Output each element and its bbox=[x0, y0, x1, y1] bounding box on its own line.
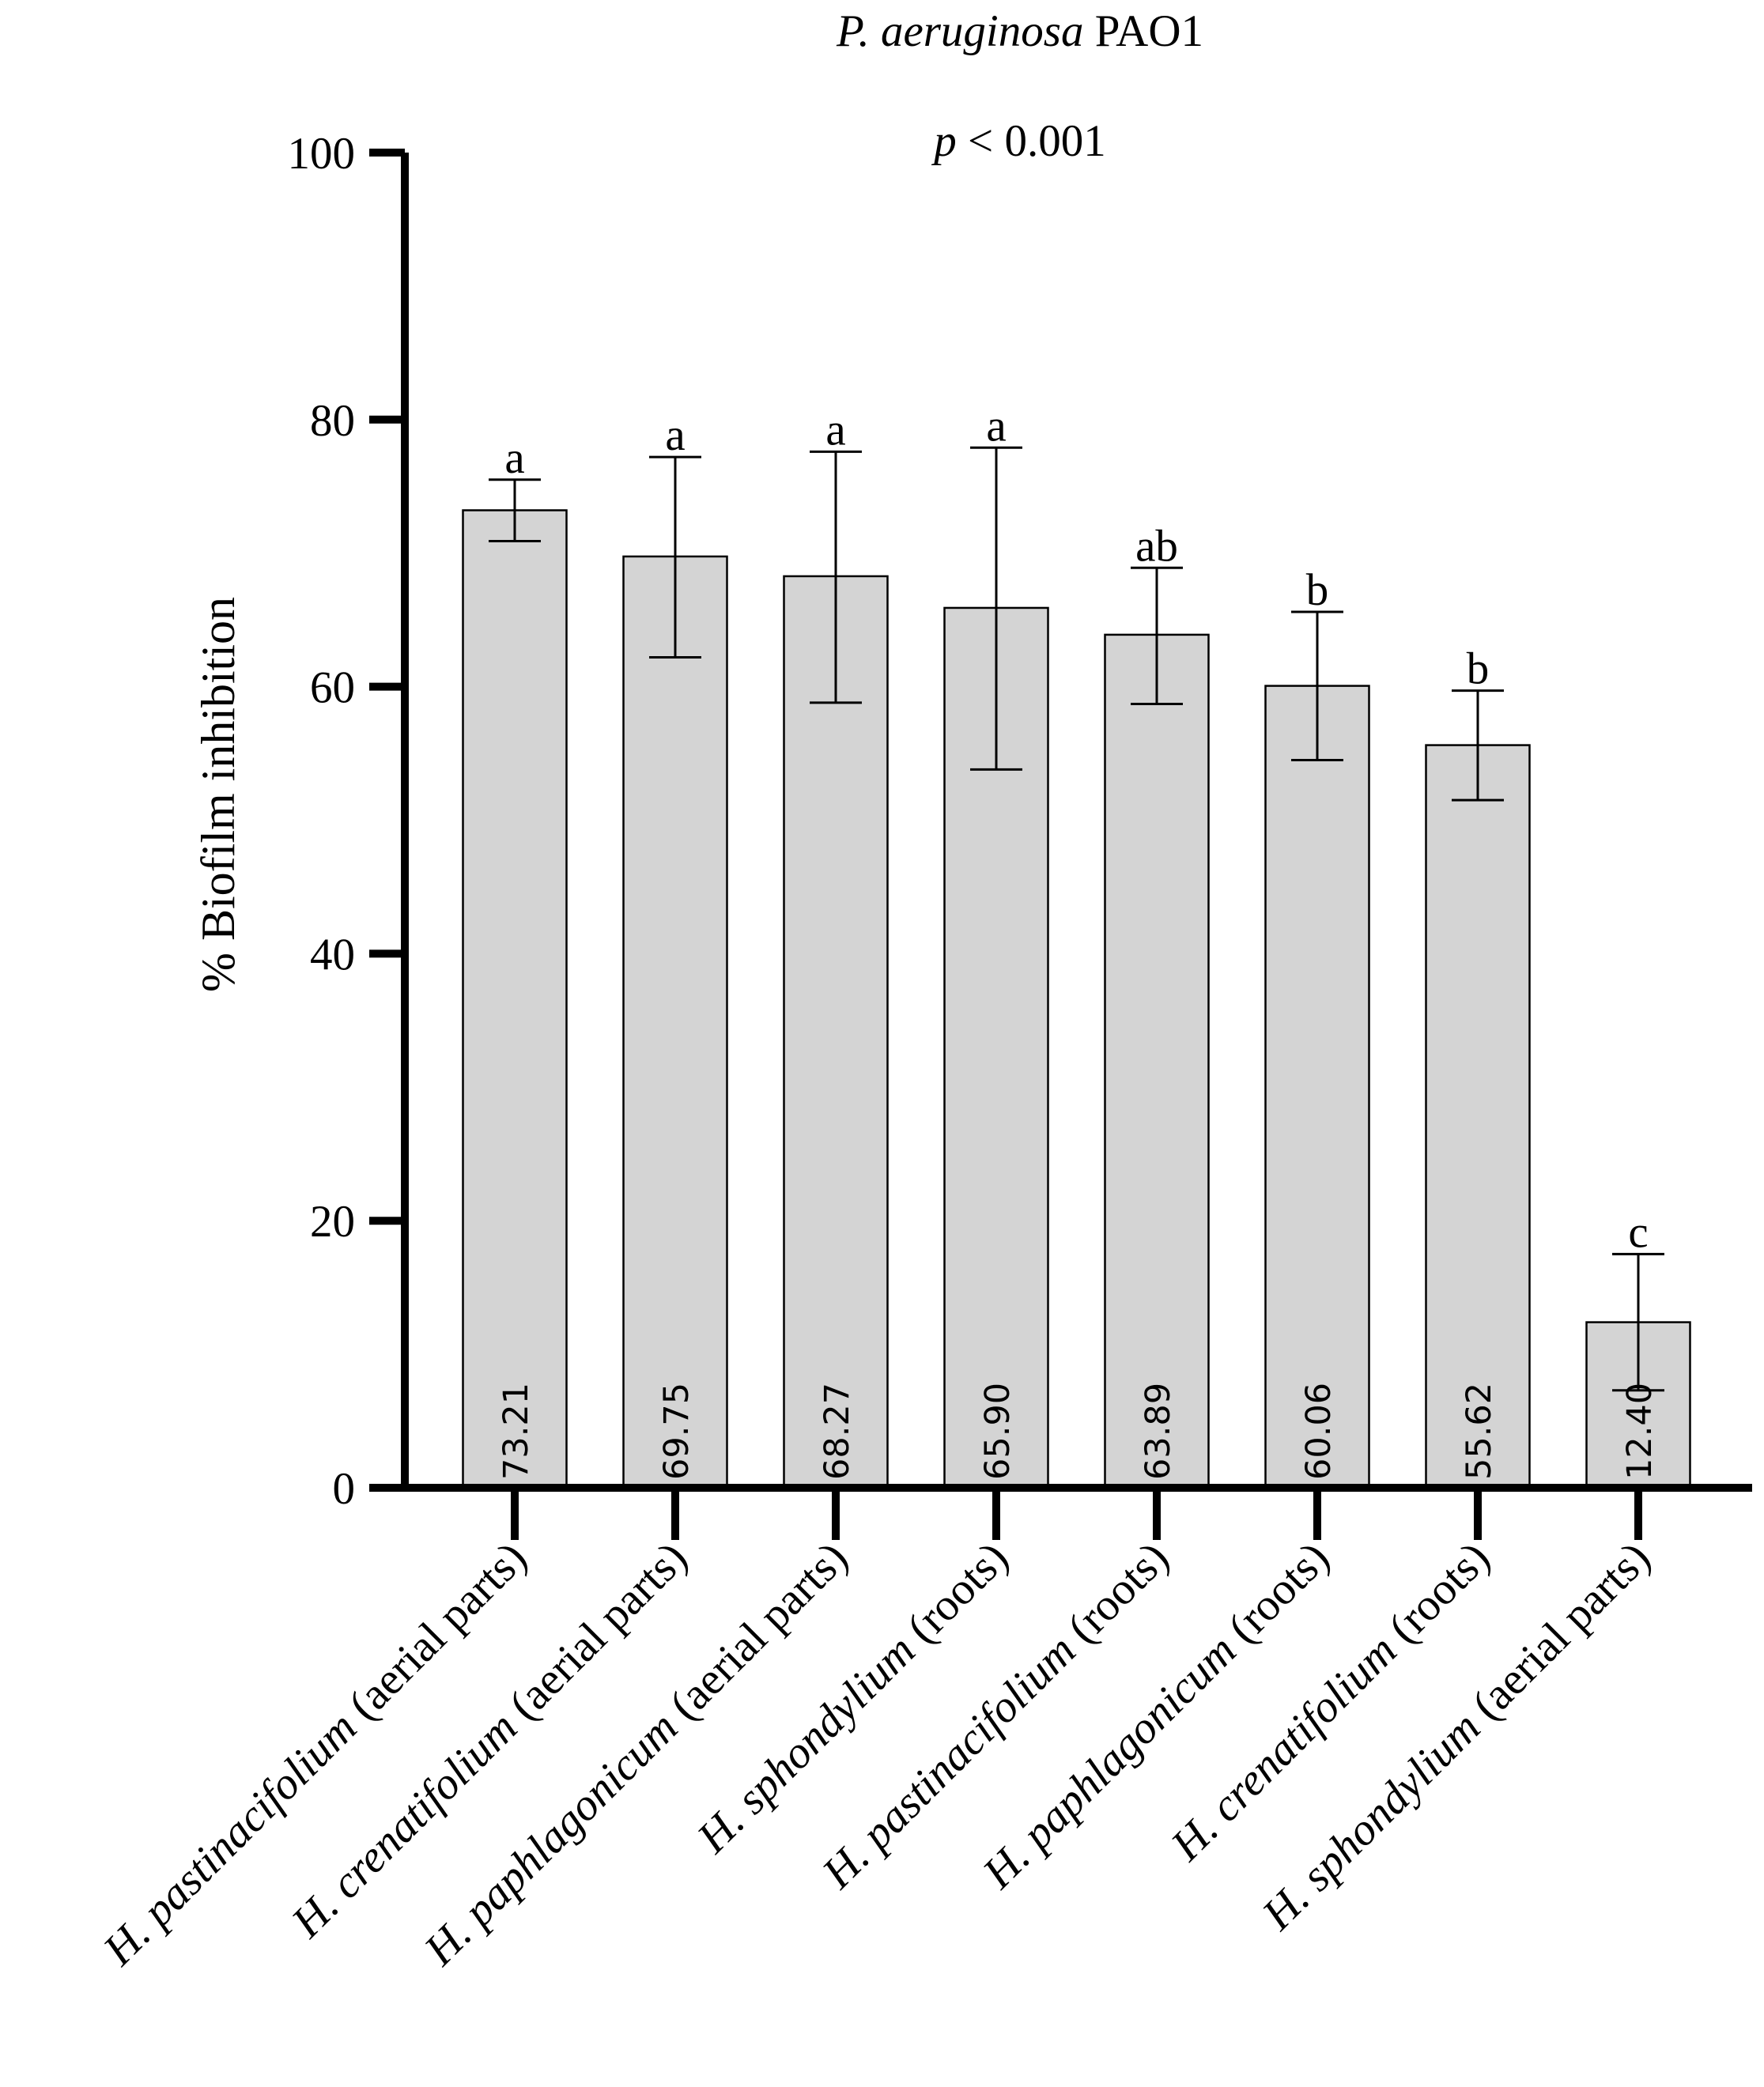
error-bars bbox=[489, 446, 1664, 1392]
category-label: H. sphondylium (roots) bbox=[687, 1533, 1018, 1863]
significance-letter: b bbox=[1467, 644, 1490, 694]
category-part: (roots) bbox=[890, 1533, 1018, 1661]
bar bbox=[1264, 685, 1370, 1489]
significance-letter: ab bbox=[1135, 521, 1178, 571]
bar bbox=[462, 509, 568, 1489]
bar bbox=[1425, 744, 1531, 1489]
chart-title: P. aeruginosa PAO1 bbox=[836, 6, 1203, 56]
y-tick-label: 60 bbox=[310, 663, 355, 713]
significance-letter: a bbox=[504, 433, 524, 483]
bars bbox=[462, 509, 1691, 1489]
category-part: (roots) bbox=[1211, 1533, 1339, 1661]
value-label: 12.40 bbox=[1620, 1383, 1660, 1480]
value-label: 68.27 bbox=[818, 1383, 857, 1480]
value-label: 65.90 bbox=[978, 1383, 1018, 1480]
y-tick-label: 20 bbox=[310, 1197, 355, 1247]
bar bbox=[622, 555, 728, 1489]
bar bbox=[783, 575, 889, 1489]
y-axis-title: % Biofilm inhibition bbox=[192, 597, 244, 992]
y-tick-label: 80 bbox=[310, 396, 355, 446]
category-part: (roots) bbox=[1050, 1533, 1178, 1661]
value-label: 63.89 bbox=[1139, 1383, 1178, 1480]
category-label: H. crenatifolium (roots) bbox=[1161, 1533, 1499, 1871]
subtitle-p: p bbox=[931, 116, 957, 166]
title-organism: P. aeruginosa bbox=[836, 6, 1083, 56]
value-label: 73.21 bbox=[497, 1383, 536, 1480]
value-label: 55.62 bbox=[1460, 1383, 1499, 1480]
significance-letter: a bbox=[825, 405, 845, 455]
value-label: 69.75 bbox=[657, 1383, 697, 1480]
chart-subtitle: p < 0.001 bbox=[931, 116, 1105, 166]
bar bbox=[1104, 633, 1210, 1489]
significance-letter: b bbox=[1306, 565, 1329, 615]
subtitle-value: < 0.001 bbox=[968, 116, 1106, 166]
y-tick-label: 0 bbox=[333, 1464, 356, 1514]
y-tick-label: 100 bbox=[288, 129, 356, 179]
category-part: (roots) bbox=[1371, 1533, 1499, 1661]
title-strain: PAO1 bbox=[1095, 6, 1203, 56]
significance-letter: a bbox=[986, 401, 1006, 451]
y-tick-label: 40 bbox=[310, 930, 355, 979]
significance-letter: a bbox=[665, 410, 685, 460]
significance-letter: c bbox=[1628, 1207, 1648, 1257]
axes bbox=[369, 149, 1752, 1540]
value-label: 60.06 bbox=[1299, 1383, 1339, 1480]
